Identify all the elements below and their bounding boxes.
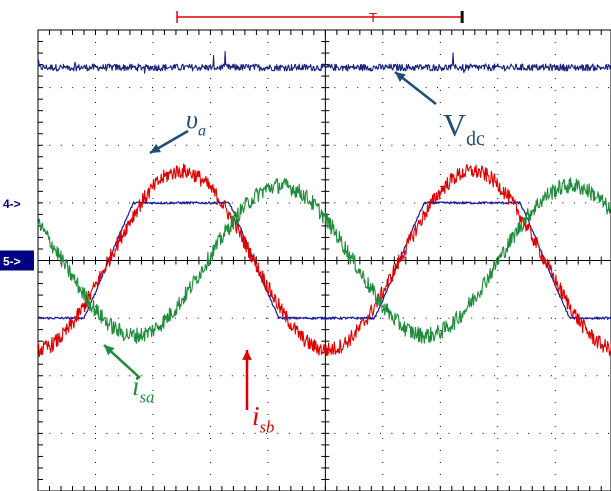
label-isa-main: i (132, 371, 140, 401)
label-vdc-sub: dc (466, 128, 485, 150)
label-va-main: υ (186, 105, 198, 134)
series-isb (37, 163, 611, 358)
label-isb-main: i (252, 401, 260, 431)
label-isa-sub: sa (140, 388, 155, 407)
grid (37, 29, 611, 491)
label-vdc-main: V (443, 107, 466, 143)
trigger-bracket: T (176, 10, 464, 25)
label-vdc: Vdc (443, 107, 485, 150)
channel-marker-label: 4-> (3, 197, 21, 211)
label-isb-sub: sb (260, 418, 275, 437)
label-isb: isb (252, 401, 274, 437)
traces (37, 50, 611, 358)
label-va: υa (186, 105, 206, 139)
series-vdc (37, 50, 611, 74)
channel-marker-bg (0, 250, 34, 271)
arrow-vdc-head (395, 72, 406, 82)
arrow-isa-head (104, 345, 115, 356)
trigger-marker: T (369, 10, 377, 25)
arrow-va-head (150, 143, 161, 153)
channel-marker-label: 5-> (3, 255, 21, 269)
arrow-isb-head (242, 350, 252, 360)
series-υa (37, 201, 611, 320)
label-va-sub: a (198, 122, 206, 139)
label-isa: isa (132, 371, 154, 407)
series-isa (37, 177, 611, 344)
channel-markers: 4-> 5-> (0, 197, 34, 271)
